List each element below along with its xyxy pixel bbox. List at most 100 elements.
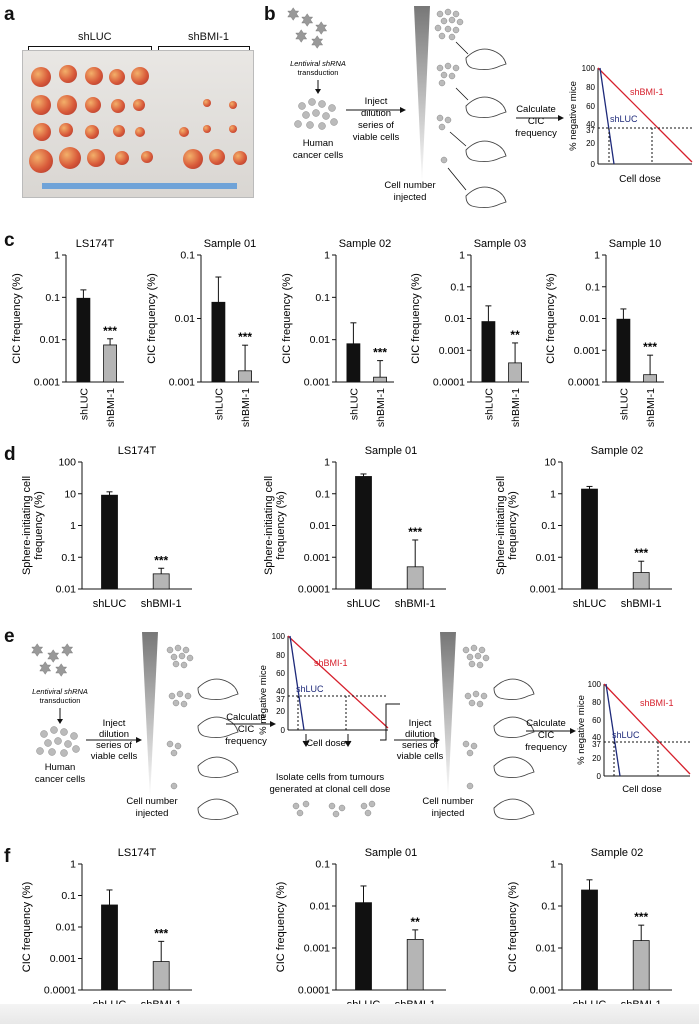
panel-label-e: e — [4, 626, 15, 647]
category-label: shBMI-1 — [621, 598, 662, 610]
e-wedge-1 — [142, 632, 158, 800]
svg-text:Human: Human — [45, 762, 76, 773]
y-tick-label: 0.01 — [310, 334, 331, 346]
b-viable: viable cells — [353, 132, 400, 143]
b-red-line — [597, 67, 693, 163]
bar-shLUC — [355, 902, 372, 991]
y-tick-label: 0.001 — [34, 377, 60, 389]
bar-shLUC — [76, 297, 91, 383]
y-tick-label: 0.01 — [536, 943, 557, 955]
svg-text:frequency: frequency — [525, 742, 567, 753]
bar-shBMI-1 — [152, 573, 170, 590]
tumour-blob — [85, 125, 99, 139]
category-label: shBMI-1 — [240, 388, 252, 427]
b-dilution: dilution — [361, 108, 391, 119]
y-tick-label: 10 — [64, 488, 76, 500]
bar-shLUC — [581, 889, 598, 991]
y-tick-label: 0.01 — [56, 584, 77, 596]
y-tick-label: 0.01 — [175, 313, 196, 325]
y-tick-label: 0.1 — [61, 552, 76, 564]
b-human: Human — [303, 138, 334, 149]
svg-text:37: 37 — [276, 695, 285, 704]
svg-text:% negative mice: % negative mice — [258, 665, 269, 735]
chart-title: Sample 01 — [365, 445, 418, 457]
chart-d-7: Sample 02 10 1 0.1 0.01 0.001 Sphere-initiatin… — [495, 445, 672, 610]
y-tick-label: 0.1 — [315, 292, 330, 304]
y-tick-label: 1 — [70, 859, 76, 871]
tumour-blob — [85, 67, 103, 85]
svg-text:shBMI-1: shBMI-1 — [640, 698, 674, 708]
chart-c-0: LS174T 1 0.1 0.01 0.001 CIC frequency (%) shLU… — [11, 238, 124, 427]
e-isolate-1: Isolate cells from tumours — [276, 772, 384, 783]
svg-text:Cell dose: Cell dose — [306, 738, 346, 749]
tumour-blob — [135, 127, 145, 137]
y-tick-label: 0.0001 — [433, 377, 465, 389]
bar-shBMI-1 — [632, 940, 650, 991]
chart-title: LS174T — [118, 445, 157, 457]
svg-text:60: 60 — [276, 669, 285, 678]
chart-title: Sample 10 — [609, 238, 662, 250]
e-mice-1 — [197, 678, 239, 821]
photo-ruler — [42, 183, 237, 189]
bar-shLUC — [581, 488, 598, 590]
e-mice-2 — [493, 678, 535, 821]
bar-shLUC — [346, 343, 361, 383]
significance-stars: *** — [634, 546, 648, 560]
panel-label-d: d — [4, 444, 16, 465]
b-injected: injected — [394, 192, 427, 203]
b-cells — [294, 98, 338, 130]
svg-text:37: 37 — [586, 126, 595, 135]
y-tick-label: 1 — [324, 457, 330, 469]
y-tick-label: 0.001 — [50, 953, 76, 965]
svg-text:80: 80 — [586, 83, 595, 92]
tumour-blob — [133, 99, 145, 111]
bar-shBMI-1 — [238, 370, 252, 383]
y-tick-label: 0.0001 — [298, 584, 330, 596]
chart-title: LS174T — [118, 847, 157, 859]
svg-text:Calculate: Calculate — [226, 712, 266, 723]
significance-stars: *** — [154, 926, 168, 940]
y-axis-label: CIC frequency (%) — [410, 273, 422, 363]
significance-stars: ** — [411, 915, 421, 929]
svg-text:dilution: dilution — [405, 729, 435, 740]
y-tick-label: 0.01 — [445, 313, 466, 325]
significance-stars: *** — [643, 340, 657, 354]
tumour-blob — [229, 101, 237, 109]
category-label: shLUC — [573, 598, 607, 610]
y-tick-label: 0.0001 — [568, 377, 600, 389]
tumour-blob — [203, 125, 211, 133]
significance-stars: ** — [510, 328, 520, 342]
y-axis-label: frequency (%) — [507, 491, 519, 559]
e-isolate-2: generated at clonal cell dose — [270, 784, 391, 795]
tumour-blob — [109, 69, 125, 85]
y-axis-label: frequency (%) — [33, 491, 45, 559]
y-tick-label: 1 — [324, 250, 330, 262]
b-transduction: transduction — [298, 68, 339, 77]
significance-stars: *** — [154, 553, 168, 567]
chart-title: Sample 02 — [339, 238, 392, 250]
svg-text:cancer cells: cancer cells — [35, 774, 85, 785]
chart-f-8: LS174T 1 0.1 0.01 0.001 0.0001 CIC frequency (… — [21, 847, 192, 1011]
bracket-shbmi1 — [158, 46, 250, 53]
y-tick-label: 0.001 — [574, 345, 600, 357]
y-tick-label: 1 — [550, 859, 556, 871]
y-tick-label: 0.001 — [530, 584, 556, 596]
y-axis-label: CIC frequency (%) — [275, 882, 287, 972]
svg-text:frequency: frequency — [225, 736, 267, 747]
svg-text:0: 0 — [591, 160, 596, 169]
tumour-blob — [113, 125, 125, 137]
svg-text:20: 20 — [276, 707, 285, 716]
bar-shBMI-1 — [373, 376, 387, 383]
svg-text:Cell dose: Cell dose — [622, 784, 662, 795]
chart-title: Sample 01 — [204, 238, 257, 250]
bar-shLUC — [355, 476, 372, 590]
chart-title: Sample 02 — [591, 445, 644, 457]
b-mice — [465, 48, 507, 209]
category-label: shBMI-1 — [375, 388, 387, 427]
svg-text:100: 100 — [582, 64, 596, 73]
virus-icon — [287, 7, 328, 49]
bracket-shluc — [28, 46, 152, 53]
tumour-blob — [31, 95, 51, 115]
